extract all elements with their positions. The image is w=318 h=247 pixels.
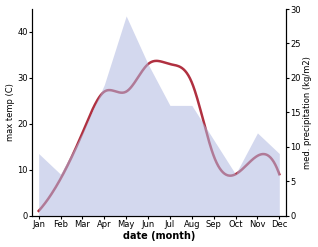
Y-axis label: max temp (C): max temp (C)	[5, 83, 15, 141]
Y-axis label: med. precipitation (kg/m2): med. precipitation (kg/m2)	[303, 56, 313, 169]
X-axis label: date (month): date (month)	[123, 231, 195, 242]
